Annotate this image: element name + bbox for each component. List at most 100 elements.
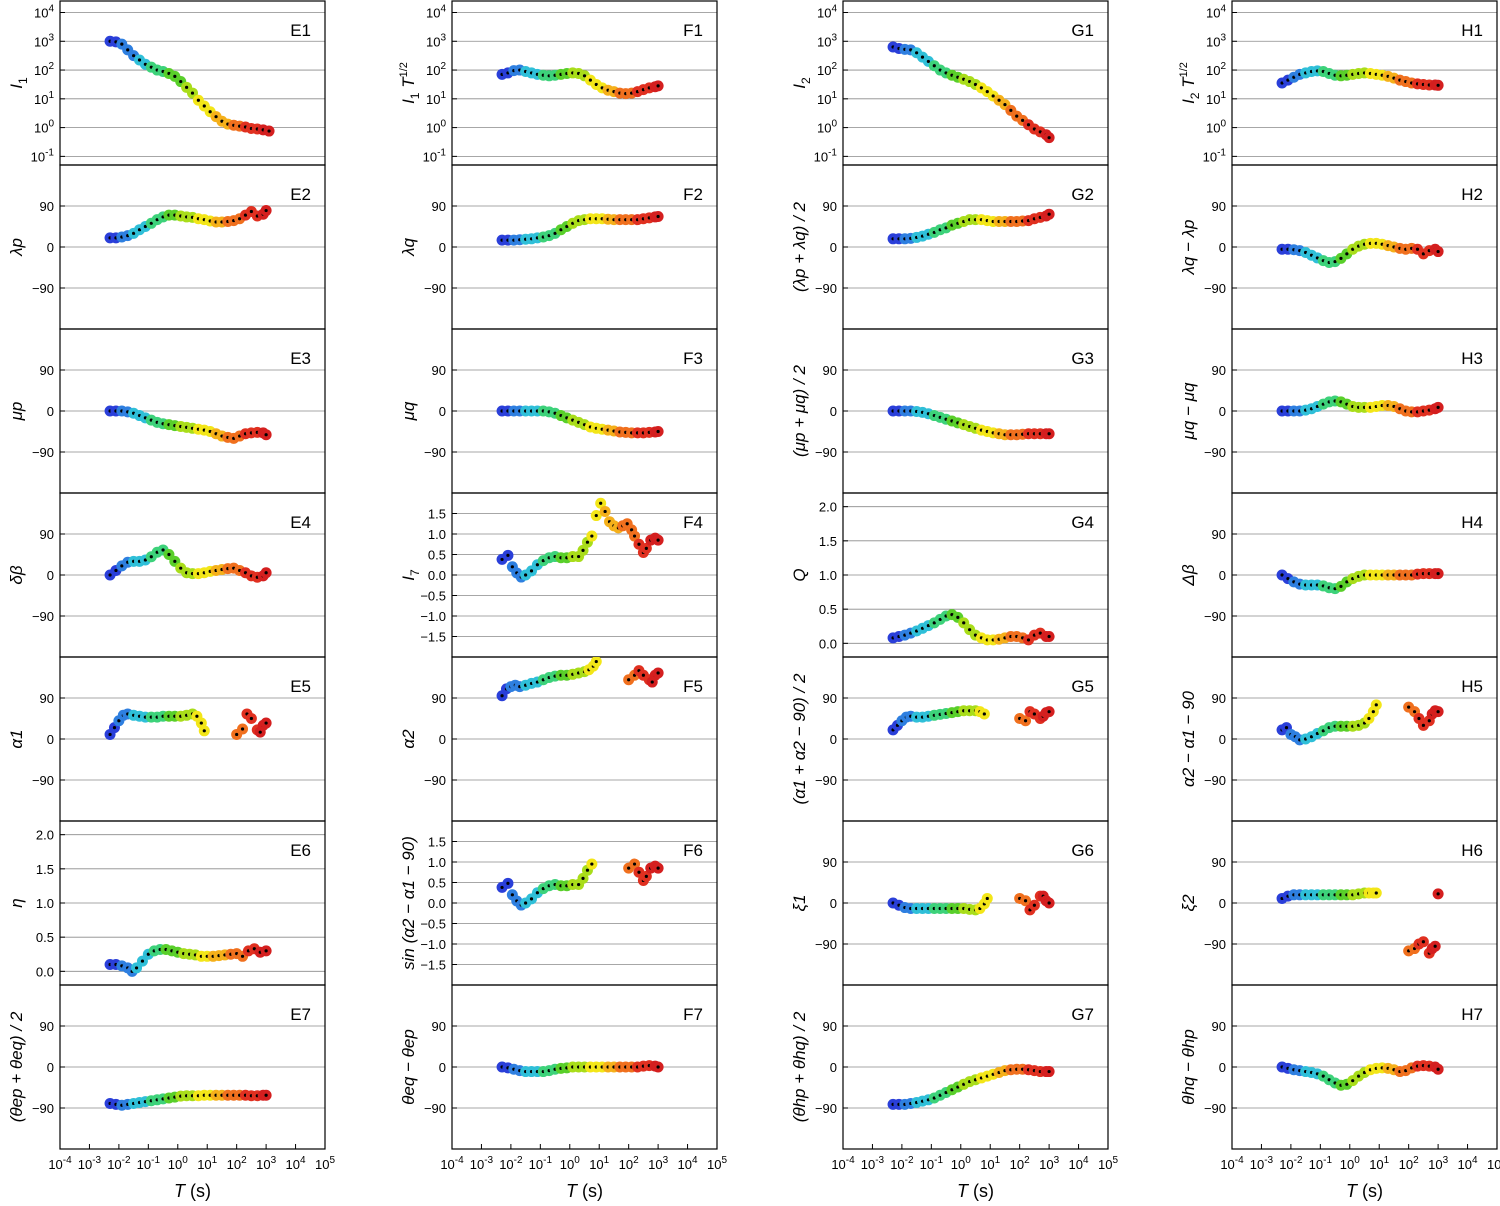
data-series <box>887 609 1055 646</box>
data-point-center <box>559 228 563 232</box>
y-axis-label: (μp + μq) / 2 <box>790 365 809 457</box>
y-axis-label: α2 <box>399 729 418 749</box>
y-tick-label: −90 <box>32 445 54 460</box>
data-point-center <box>656 538 660 542</box>
data-point-center <box>179 566 183 570</box>
data-point-center <box>510 565 514 569</box>
panel-label: E1 <box>290 21 311 40</box>
data-series <box>496 497 664 583</box>
x-tick-label: 10-1 <box>529 1155 553 1172</box>
data-point-center <box>134 966 139 970</box>
x-tick-label: 10-4 <box>440 1155 464 1172</box>
x-tick-label: 102 <box>1399 1155 1419 1172</box>
data-point-center <box>1339 584 1343 588</box>
y-tick-label: 0 <box>47 240 54 255</box>
y-tick-label: 102 <box>34 61 54 78</box>
data-point-center <box>1436 1067 1440 1071</box>
x-tick-label: 101 <box>1369 1155 1389 1172</box>
y-tick-label: 0 <box>1219 240 1226 255</box>
y-tick-label: 0 <box>830 732 837 747</box>
y-tick-label: 90 <box>432 363 446 378</box>
data-point-center <box>500 885 504 890</box>
y-tick-label: 0.5 <box>428 548 446 563</box>
data-point-center <box>1032 903 1036 907</box>
panel-label: H7 <box>1461 1005 1483 1024</box>
panel-frame <box>59 0 326 166</box>
data-point-center <box>202 729 206 733</box>
data-point-center <box>1436 572 1440 576</box>
x-axis-title: T (s) <box>957 1181 994 1201</box>
y-axis-label: λp <box>7 238 26 257</box>
data-series <box>496 405 664 439</box>
y-axis-label: θhq − θhp <box>1179 1029 1198 1105</box>
data-point-center <box>1047 432 1051 436</box>
y-tick-label: −90 <box>1204 773 1226 788</box>
y-tick-label: 1.5 <box>819 534 837 549</box>
x-tick-label: 10-4 <box>831 1155 855 1172</box>
panel-f4: 1.5 1.0 0.5 0.0 −0.5 −1.0 −1.5 F4 I7 <box>399 492 718 658</box>
x-tick-label: 103 <box>1428 1155 1448 1172</box>
y-tick-label: 10-1 <box>814 147 838 164</box>
panel-f5: 90 0 −90 F5 α2 <box>399 656 718 822</box>
x-tick-label: 105 <box>1487 1155 1500 1172</box>
data-point-center <box>143 224 147 229</box>
data-point-center <box>1345 1082 1349 1086</box>
panel-label: E4 <box>290 513 311 532</box>
data-point-center <box>506 881 510 885</box>
panel-label: H1 <box>1461 21 1483 40</box>
y-tick-label: −1.5 <box>420 630 446 645</box>
y-tick-label: 0 <box>439 240 446 255</box>
y-tick-label: 104 <box>1206 4 1226 21</box>
data-point-center <box>1436 892 1440 896</box>
y-tick-label: 90 <box>823 199 837 214</box>
data-series <box>104 205 272 244</box>
y-tick-label: 103 <box>1206 32 1226 49</box>
data-point-center <box>1032 712 1036 716</box>
y-tick-label: −90 <box>32 609 54 624</box>
data-point-center <box>650 680 654 684</box>
data-point-center <box>264 949 268 953</box>
data-point-center <box>577 554 581 559</box>
y-tick-label: 0 <box>830 896 837 911</box>
data-point-center <box>137 228 142 232</box>
data-point-center <box>932 621 936 625</box>
data-point-center <box>1345 252 1349 256</box>
data-point-center <box>956 615 960 619</box>
data-series <box>887 405 1055 441</box>
data-series <box>1276 65 1444 91</box>
data-point-center <box>1038 631 1042 635</box>
x-tick-label: 10-2 <box>107 1155 131 1172</box>
data-series <box>887 705 1055 736</box>
data-point-center <box>932 64 936 68</box>
x-tick-label: 103 <box>1039 1155 1059 1172</box>
x-tick-label: 10-1 <box>920 1155 944 1172</box>
data-series <box>1276 887 1444 959</box>
y-tick-label: 101 <box>34 90 54 107</box>
y-tick-label: 90 <box>1212 199 1226 214</box>
data-point-center <box>656 1065 660 1069</box>
data-point-center <box>243 571 248 575</box>
panel-e3: 90 0 −90 E3 μp <box>7 328 326 494</box>
data-point-center <box>594 659 598 664</box>
y-tick-label: 90 <box>432 691 446 706</box>
x-tick-label: 104 <box>678 1155 698 1172</box>
data-series <box>496 657 664 702</box>
panel-g1: 10-1 100 101 102 103 104 G1 I2 <box>790 0 1109 166</box>
data-point-center <box>249 209 253 214</box>
y-axis-label: Δβ <box>1179 564 1198 586</box>
data-point-center <box>1047 901 1051 905</box>
data-point-center <box>1374 703 1378 707</box>
data-series <box>104 35 275 137</box>
data-point-center <box>243 213 248 217</box>
x-axis: 10-4 10-3 10-2 10-1 100 101 102 103 104 105 T (s) <box>831 1144 1118 1201</box>
data-point-center <box>627 866 631 870</box>
y-axis-label: (α1 + α2 − 90) / 2 <box>790 673 809 804</box>
data-point-center <box>630 528 634 532</box>
data-series <box>1276 699 1444 746</box>
panel-frame <box>451 0 718 166</box>
y-tick-label: 90 <box>40 1019 54 1034</box>
data-point-center <box>1345 580 1349 584</box>
x-axis: 10-4 10-3 10-2 10-1 100 101 102 103 104 105 T (s) <box>440 1144 727 1201</box>
panel-label: F3 <box>683 349 703 368</box>
